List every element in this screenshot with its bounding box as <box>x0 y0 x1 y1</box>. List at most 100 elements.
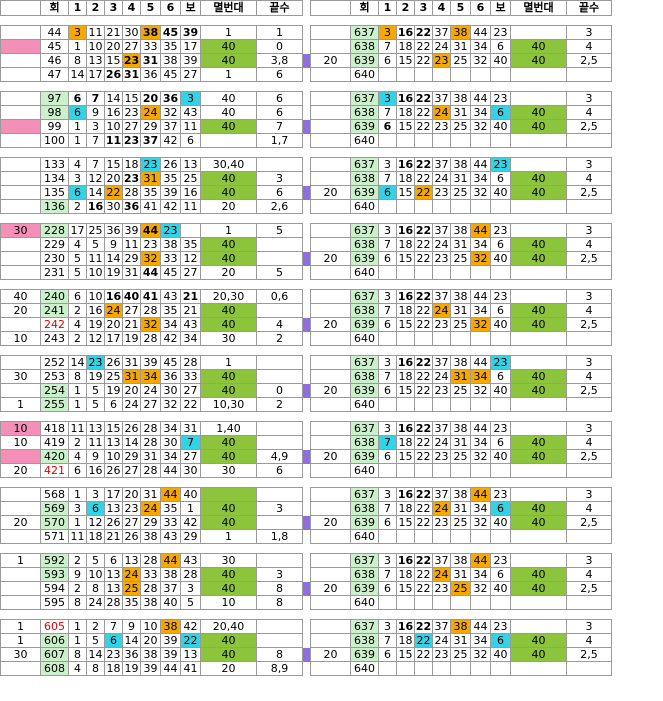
number-cell-right: 25 <box>450 449 471 464</box>
number-cell: 40 <box>122 289 141 304</box>
number-cell-right: 34 <box>470 435 491 450</box>
number-cell-right <box>470 529 491 544</box>
number-cell: 8 <box>68 53 87 68</box>
number-cell: 33 <box>160 515 181 530</box>
row-mark-right: 20 <box>310 53 351 68</box>
number-cell-right <box>396 265 415 280</box>
gap-cell <box>396 345 415 356</box>
bonus-cell-right: 6 <box>490 303 511 318</box>
round-cell-right: 638 <box>350 369 379 384</box>
gap-cell <box>510 477 567 488</box>
band-cell: 40 <box>200 119 257 134</box>
table-row: 1 592 2 5 6 13 28 44 43 30 637 3 16 22 37 38 44 23 3 <box>0 553 612 568</box>
gap-cell <box>68 345 87 356</box>
number-cell: 8 <box>68 595 87 610</box>
number-cell-right <box>396 67 415 82</box>
band-cell-right <box>510 25 567 40</box>
band-cell: 40 <box>200 435 257 450</box>
number-cell: 17 <box>86 67 105 82</box>
bonus-cell-right: 40 <box>490 251 511 266</box>
number-cell-right: 23 <box>432 383 451 398</box>
number-cell: 36 <box>122 647 141 662</box>
number-cell-right: 22 <box>414 647 433 662</box>
end-digit-cell-right: 4 <box>566 39 612 54</box>
number-cell-right: 22 <box>414 105 433 120</box>
number-cell: 18 <box>122 157 141 172</box>
end-digit-cell-right: 2,5 <box>566 383 612 398</box>
table-row: 229 4 5 9 11 23 38 35 40 638 7 18 22 24 31 34 6 40 4 <box>0 237 612 252</box>
number-cell: 24 <box>140 105 161 120</box>
number-cell: 32 <box>160 105 181 120</box>
bonus-cell-right: 23 <box>490 421 511 436</box>
bonus-cell-right <box>490 67 511 82</box>
number-cell-right: 18 <box>396 435 415 450</box>
gap-cell <box>0 213 41 224</box>
gap-cell <box>302 345 311 356</box>
band-cell-right: 40 <box>510 449 567 464</box>
number-cell: 35 <box>160 501 181 516</box>
number-cell: 4 <box>68 157 87 172</box>
gap-cell <box>378 147 397 158</box>
row-mark-right <box>310 39 351 54</box>
number-cell: 28 <box>140 421 161 436</box>
gap-cell <box>302 477 311 488</box>
band-cell: 1 <box>200 355 257 370</box>
gap-cell <box>414 279 433 290</box>
gap-cell <box>566 411 612 422</box>
round-cell: 97 <box>40 91 69 106</box>
end-digit-cell: 6 <box>256 67 303 82</box>
gap-cell <box>470 279 491 290</box>
number-cell: 23 <box>140 157 161 172</box>
table-row: 230 5 11 14 29 32 33 12 40 20 639 6 15 22 23 25 32 40 40 2,… <box>0 251 612 266</box>
band-cell: 1 <box>200 25 257 40</box>
round-cell-right: 639 <box>350 185 379 200</box>
row-mark: 1 <box>0 619 41 634</box>
number-cell-right: 16 <box>396 223 415 238</box>
band-cell: 40 <box>200 515 257 530</box>
gap-cell <box>0 411 41 422</box>
number-cell: 36 <box>122 199 141 214</box>
number-cell: 18 <box>104 661 123 676</box>
gap-cell <box>0 147 41 158</box>
end-digit-cell: 1 <box>256 25 303 40</box>
gap-cell <box>378 213 397 224</box>
band-cell-right <box>510 91 567 106</box>
separator-cell <box>302 501 311 516</box>
round-cell: 418 <box>40 421 69 436</box>
number-cell-right: 25 <box>450 383 471 398</box>
row-mark <box>0 251 41 266</box>
number-cell-right: 22 <box>414 355 433 370</box>
bonus-cell-right: 6 <box>490 369 511 384</box>
number-cell-right <box>396 463 415 478</box>
number-cell: 10 <box>140 619 161 634</box>
end-digit-cell: 4 <box>256 317 303 332</box>
end-digit-cell: 2 <box>256 331 303 346</box>
round-cell-right: 640 <box>350 67 379 82</box>
number-cell: 6 <box>104 553 123 568</box>
number-cell-right: 32 <box>470 647 491 662</box>
end-digit-cell-right: 2,5 <box>566 317 612 332</box>
separator-cell <box>302 237 311 252</box>
number-cell-right <box>414 67 433 82</box>
number-cell: 28 <box>122 185 141 200</box>
header-end-digit: 끝수 <box>256 0 303 16</box>
gap-cell <box>310 15 351 26</box>
number-cell-right: 22 <box>414 39 433 54</box>
number-cell: 17 <box>104 331 123 346</box>
number-cell: 17 <box>104 487 123 502</box>
number-cell: 19 <box>104 265 123 280</box>
number-cell-right: 32 <box>470 53 491 68</box>
number-cell: 24 <box>122 567 141 582</box>
header-num-5: 5 <box>140 0 161 16</box>
round-cell: 136 <box>40 199 69 214</box>
number-cell-right <box>450 595 471 610</box>
number-cell-right: 32 <box>470 581 491 596</box>
number-cell-right <box>414 331 433 346</box>
row-mark-right: 20 <box>310 185 351 200</box>
block-gap <box>0 279 612 290</box>
gap-cell <box>510 279 567 290</box>
number-cell: 26 <box>122 421 141 436</box>
table-row: 593 9 10 13 24 33 38 28 40 3 638 7 18 22 24 31 34 6 40 4 <box>0 567 612 582</box>
round-cell: 606 <box>40 633 69 648</box>
band-cell: 1 <box>200 67 257 82</box>
